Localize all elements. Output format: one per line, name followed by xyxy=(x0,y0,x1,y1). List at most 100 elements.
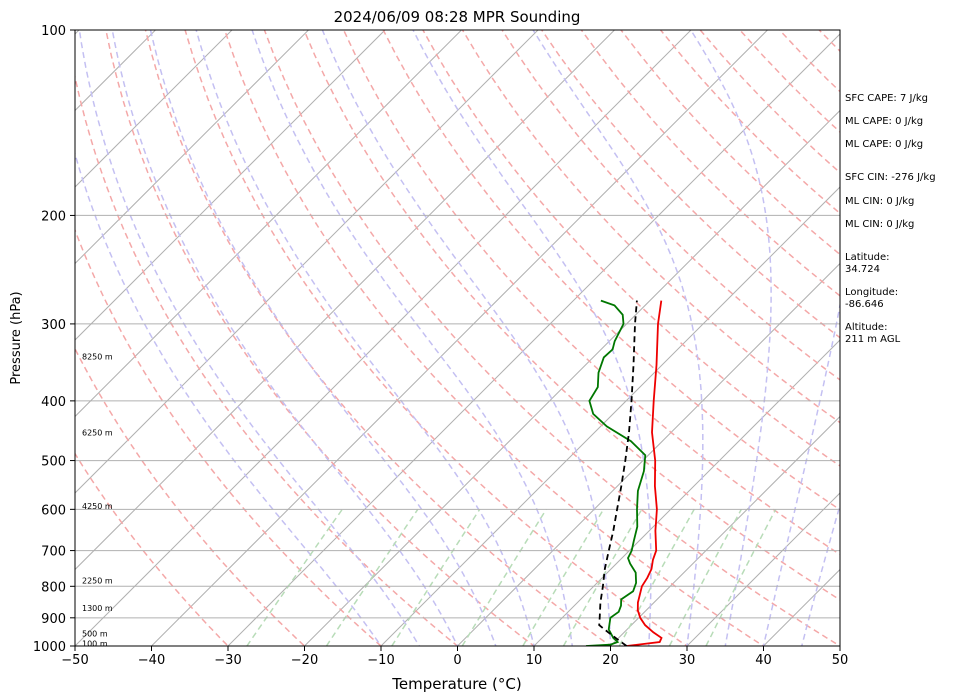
dry-adiabat-line xyxy=(303,30,840,601)
mixing-ratio-line xyxy=(461,508,547,646)
height-label: 8250 m xyxy=(82,353,113,362)
x-tick-label: 0 xyxy=(453,653,461,668)
mixing-ratio-line xyxy=(246,508,343,646)
mixing-ratio-line xyxy=(562,508,643,646)
plot-frame xyxy=(74,29,841,647)
ml-cape-text-2: ML CAPE: 0 J/kg xyxy=(845,139,924,150)
sfc-cape-text: SFC CAPE: 7 J/kg xyxy=(845,93,928,104)
altitude-label: Altitude: xyxy=(845,322,888,333)
dry-adiabat-line xyxy=(342,30,840,556)
dry-adiabat-line xyxy=(223,30,765,646)
isotherm-line xyxy=(75,30,616,571)
pressure-gridlines xyxy=(75,214,840,619)
x-axis-ticks: −50 −40 −30 −20 −10 0 10 20 30 40 50 xyxy=(61,646,848,668)
moist-adiabat-line xyxy=(78,30,421,646)
isotherm-line xyxy=(227,33,840,646)
x-tick-label: 10 xyxy=(526,653,543,668)
moist-adiabat-line xyxy=(321,30,612,646)
isotherm-line xyxy=(609,415,840,646)
dry-adiabat-line xyxy=(422,30,840,467)
isotherm-line xyxy=(533,339,840,646)
x-tick-label: 50 xyxy=(832,653,849,668)
isotherm-line xyxy=(456,262,840,646)
dry-adiabat-line xyxy=(105,30,536,646)
isotherm-line xyxy=(75,30,310,265)
temperature-line xyxy=(626,300,663,646)
dry-adiabat-line xyxy=(461,30,840,424)
dewpoint-line xyxy=(585,299,647,646)
mixing-ratio-line xyxy=(705,508,777,646)
sounding-curves xyxy=(585,299,663,646)
isotherm-line xyxy=(686,492,840,646)
x-axis-label: Temperature (°C) xyxy=(391,675,521,693)
y-tick-label: 400 xyxy=(41,395,66,410)
x-tick-label: −30 xyxy=(214,653,241,668)
height-label: 4250 m xyxy=(82,502,113,511)
latitude-value: 34.724 xyxy=(845,264,880,275)
y-tick-label: 700 xyxy=(41,545,66,560)
dry-adiabat-line xyxy=(75,73,459,646)
latitude-label: Latitude: xyxy=(845,252,890,263)
dry-adiabat-line xyxy=(144,30,612,646)
y-tick-label: 600 xyxy=(41,503,66,518)
height-label: 6250 m xyxy=(82,428,113,437)
height-label: 2250 m xyxy=(82,577,113,586)
isotherm-line xyxy=(303,109,840,646)
moist-adiabat-line xyxy=(412,30,652,646)
moist-adiabat-line xyxy=(195,30,535,646)
dry-adiabat-line xyxy=(184,30,689,646)
y-tick-label: 900 xyxy=(41,612,66,627)
moist-adiabat-line xyxy=(532,30,704,646)
y-tick-label: 300 xyxy=(41,318,66,333)
dry-adiabat-line xyxy=(501,30,840,381)
height-label: 100 m xyxy=(82,639,108,648)
isotherm-line xyxy=(380,186,840,646)
y-axis-label: Pressure (hPa) xyxy=(9,291,24,384)
height-label: 1300 m xyxy=(82,604,113,613)
longitude-label: Longitude: xyxy=(845,287,899,298)
y-tick-label: 200 xyxy=(41,209,66,224)
moist-adiabat-line xyxy=(801,502,840,646)
x-tick-label: −40 xyxy=(138,653,165,668)
y-tick-label: 1000 xyxy=(33,640,66,655)
moist-adiabat-line xyxy=(75,151,382,646)
y-axis-ticks: 100 200 300 400 500 600 700 800 900 1000 xyxy=(33,24,75,655)
dry-adiabat-line xyxy=(75,228,383,646)
moist-adiabat-line xyxy=(251,30,574,646)
altitude-value: 211 m AGL xyxy=(845,334,901,345)
background-lines xyxy=(75,30,840,646)
moist-adiabat-line xyxy=(149,30,497,646)
parcel-line xyxy=(598,300,638,646)
ml-cin-text: ML CIN: 0 J/kg xyxy=(845,196,915,207)
ml-cin-text-2: ML CIN: 0 J/kg xyxy=(845,219,915,230)
mixing-ratio-line xyxy=(618,508,695,646)
isotherm-line xyxy=(75,30,157,112)
mixing-ratio-line xyxy=(522,508,605,646)
dry-adiabat-line xyxy=(382,30,840,511)
isotherm-line xyxy=(75,30,463,418)
isotherm-line xyxy=(75,30,233,188)
moist-adiabat-line xyxy=(762,301,840,646)
moist-adiabat-line xyxy=(111,30,459,646)
mixing-ratio-line xyxy=(668,508,742,646)
isotherm-line xyxy=(75,30,692,646)
chart-title: 2024/06/09 08:28 MPR Sounding xyxy=(334,8,581,26)
x-tick-label: −10 xyxy=(367,653,394,668)
dry-adiabat-line xyxy=(75,452,230,646)
y-tick-label: 100 xyxy=(41,24,66,39)
x-tick-label: 30 xyxy=(679,653,696,668)
x-tick-label: 20 xyxy=(602,653,619,668)
moist-adiabat-line xyxy=(690,30,772,646)
y-tick-label: 500 xyxy=(41,455,66,470)
ml-cape-text: ML CAPE: 0 J/kg xyxy=(845,116,924,127)
x-tick-label: −20 xyxy=(291,653,318,668)
x-tick-label: −50 xyxy=(61,653,88,668)
y-tick-label: 800 xyxy=(41,580,66,595)
height-label: 500 m xyxy=(82,630,108,639)
longitude-value: -86.646 xyxy=(845,299,884,310)
dry-adiabat-line xyxy=(75,347,306,646)
sfc-cin-text: SFC CIN: -276 J/kg xyxy=(845,172,936,183)
dry-adiabat-line xyxy=(263,30,840,646)
isotherm-line xyxy=(75,30,539,494)
